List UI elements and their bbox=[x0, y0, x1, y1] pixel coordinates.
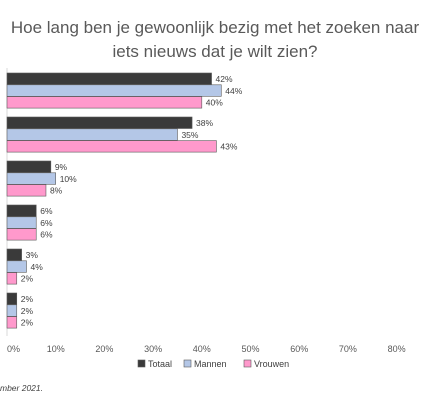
footnote: mber 2021. bbox=[0, 383, 43, 393]
legend-label-vrouwen: Vrouwen bbox=[254, 359, 289, 369]
bar-mannen-2 bbox=[6, 128, 178, 141]
bar-totaal-2 bbox=[6, 116, 193, 129]
bar-totaal-6 bbox=[6, 292, 18, 305]
chart-title-line-2: iets nieuws dat je wilt zien? bbox=[112, 42, 318, 61]
data-label-mannen-4: 6% bbox=[40, 218, 53, 228]
data-label-mannen-3: 10% bbox=[60, 174, 77, 184]
legend-swatch-totaal bbox=[137, 359, 146, 368]
x-tick-label-60: 60% bbox=[290, 344, 308, 354]
x-tick-label-10: 10% bbox=[47, 344, 65, 354]
data-label-totaal-4: 6% bbox=[40, 206, 53, 216]
data-label-vrouwen-1: 40% bbox=[206, 98, 223, 108]
bar-vrouwen-4 bbox=[6, 228, 37, 241]
x-tick-label-70: 70% bbox=[339, 344, 357, 354]
bar-mannen-6 bbox=[6, 304, 18, 317]
data-label-totaal-6: 2% bbox=[21, 294, 34, 304]
x-tick-label-0: 0% bbox=[7, 344, 20, 354]
bar-mannen-3 bbox=[6, 172, 57, 185]
x-tick-label-50: 50% bbox=[241, 344, 259, 354]
bar-mannen-1 bbox=[6, 84, 222, 97]
data-label-vrouwen-5: 2% bbox=[21, 274, 34, 284]
x-tick-label-40: 40% bbox=[193, 344, 211, 354]
bar-vrouwen-1 bbox=[6, 96, 203, 109]
bar-vrouwen-5 bbox=[6, 272, 18, 285]
data-label-mannen-1: 44% bbox=[225, 86, 242, 96]
data-label-totaal-3: 9% bbox=[55, 162, 68, 172]
bar-mannen-5 bbox=[6, 260, 27, 273]
legend-swatch-mannen bbox=[183, 359, 192, 368]
data-label-mannen-6: 2% bbox=[21, 306, 34, 316]
bar-mannen-4 bbox=[6, 216, 37, 229]
bar-totaal-5 bbox=[6, 248, 22, 261]
data-label-totaal-2: 38% bbox=[196, 118, 213, 128]
x-tick-label-80: 80% bbox=[388, 344, 406, 354]
legend-label-mannen: Mannen bbox=[194, 359, 227, 369]
data-label-totaal-1: 42% bbox=[216, 74, 233, 84]
chart-title: Hoe lang ben je gewoonlijk bezig met het… bbox=[0, 16, 430, 64]
data-label-vrouwen-6: 2% bbox=[21, 318, 34, 328]
x-tick-label-20: 20% bbox=[95, 344, 113, 354]
legend-label-totaal: Totaal bbox=[148, 359, 172, 369]
bar-totaal-1 bbox=[6, 72, 212, 85]
bar-vrouwen-3 bbox=[6, 184, 47, 197]
data-label-mannen-5: 4% bbox=[30, 262, 43, 272]
bar-vrouwen-2 bbox=[6, 140, 217, 153]
chart-title-line-1: Hoe lang ben je gewoonlijk bezig met het… bbox=[10, 18, 420, 37]
legend-swatch-vrouwen bbox=[243, 359, 252, 368]
data-label-vrouwen-3: 8% bbox=[50, 186, 63, 196]
data-label-vrouwen-4: 6% bbox=[40, 230, 53, 240]
data-label-totaal-5: 3% bbox=[26, 250, 39, 260]
bar-totaal-3 bbox=[6, 160, 52, 173]
data-label-mannen-2: 35% bbox=[181, 130, 198, 140]
bar-vrouwen-6 bbox=[6, 316, 18, 329]
bar-totaal-4 bbox=[6, 204, 37, 217]
x-tick-label-30: 30% bbox=[144, 344, 162, 354]
data-label-vrouwen-2: 43% bbox=[220, 142, 237, 152]
